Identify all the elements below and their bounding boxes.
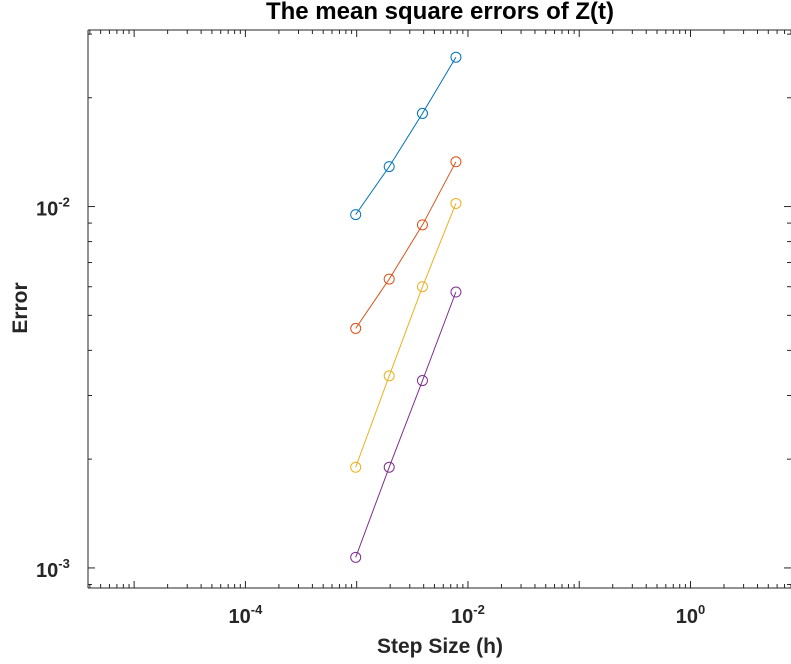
x-tick-label: 100 xyxy=(676,602,705,628)
x-axis-label: Step Size (h) xyxy=(377,635,503,658)
y-axis-label: Error xyxy=(9,282,32,333)
chart-title: The mean square errors of Z(t) xyxy=(266,0,614,25)
y-tick-label: 10-3 xyxy=(36,556,70,582)
x-tick-label: 10-2 xyxy=(451,602,485,628)
y-tick-label: 10-2 xyxy=(36,195,70,221)
x-tick-label: 10-4 xyxy=(228,602,263,628)
plot-area xyxy=(88,30,791,588)
